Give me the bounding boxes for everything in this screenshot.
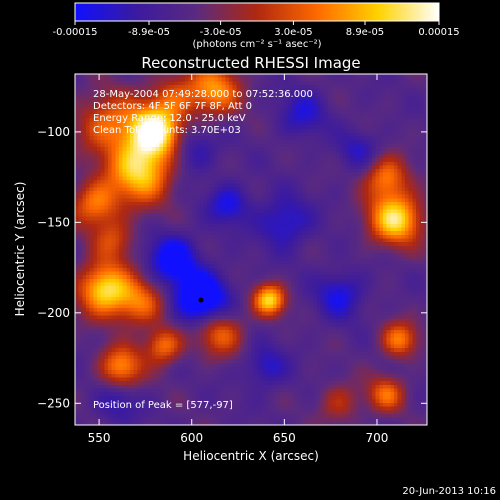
y-axis-label: Heliocentric Y (arcsec) <box>13 182 27 317</box>
timestamp: 20-Jun-2013 10:16 <box>402 486 496 497</box>
y-axis-ticks: −250 −200 −150 −100 <box>37 125 427 410</box>
colorbar: -0.00015 -8.9e-05 -3.0e-05 3.0e-05 8.9e-05 0.… <box>53 2 460 50</box>
annotations: 28-May-2004 07:49:28.000 to 07:52:36.000… <box>93 89 313 411</box>
colorbar-tick-label: 0.00015 <box>418 27 459 38</box>
peak-marker-dot <box>198 297 204 303</box>
y-tick-label: −200 <box>37 306 70 320</box>
annotation-detectors: Detectors: 4F 5F 6F 7F 8F, Att 0 <box>93 101 252 112</box>
plot-area <box>75 74 427 425</box>
colorbar-tick-label: -0.00015 <box>53 27 98 38</box>
colorbar-gradient <box>74 2 440 22</box>
x-tick-label: 600 <box>180 431 203 445</box>
colorbar-tick-label: 3.0e-05 <box>274 27 312 38</box>
plot-frame <box>74 73 428 426</box>
colorbar-unit-label: (photons cm⁻² s⁻¹ asec⁻²) <box>192 39 321 50</box>
colorbar-ticks: -0.00015 -8.9e-05 -3.0e-05 3.0e-05 8.9e-05 0.… <box>53 21 460 38</box>
colorbar-tick-label: 8.9e-05 <box>346 27 384 38</box>
heatmap-image <box>75 74 427 425</box>
y-tick-label: −250 <box>37 396 70 410</box>
chart-title: Reconstructed RHESSI Image <box>141 54 360 72</box>
y-tick-label: −150 <box>37 215 70 229</box>
colorbar-tick-label: -3.0e-05 <box>200 27 242 38</box>
peak-position-label: Position of Peak = [577,-97] <box>93 400 233 411</box>
x-tick-label: 550 <box>88 431 111 445</box>
x-tick-label: 650 <box>273 431 296 445</box>
x-tick-label: 700 <box>366 431 389 445</box>
annotation-time-range: 28-May-2004 07:49:28.000 to 07:52:36.000 <box>93 89 313 100</box>
annotation-energy-range: Energy Range: 12.0 - 25.0 keV <box>93 113 246 124</box>
y-tick-label: −100 <box>37 125 70 139</box>
colorbar-tick-label: -8.9e-05 <box>128 27 170 38</box>
x-axis-label: Heliocentric X (arcsec) <box>183 449 319 463</box>
x-axis-ticks: 550 600 650 700 <box>88 74 389 445</box>
annotation-clean-counts: Clean Total counts: 3.70E+03 <box>93 125 241 136</box>
